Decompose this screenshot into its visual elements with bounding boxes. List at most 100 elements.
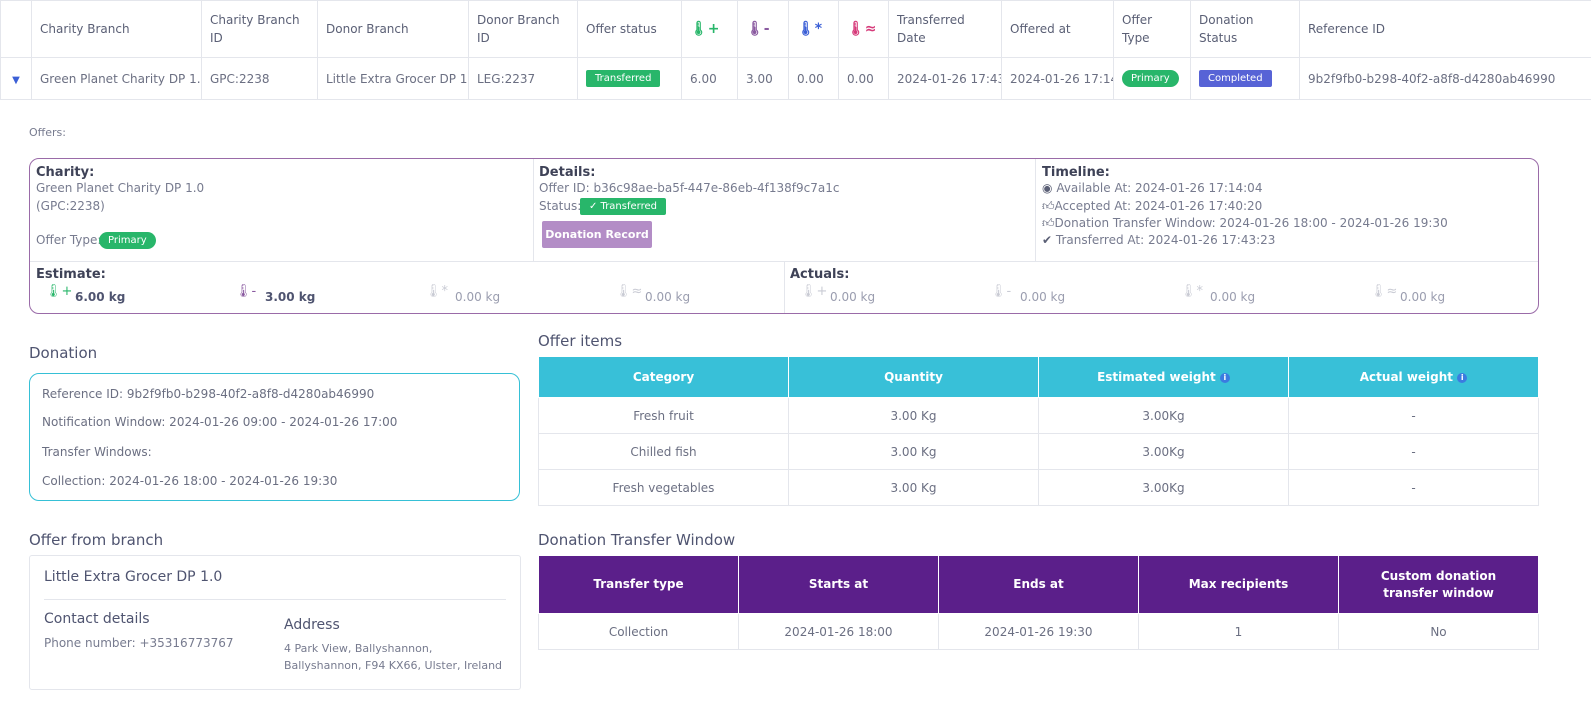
col-ambient[interactable]: 🌡︎+ [681,0,738,58]
contact-title: Contact details [44,611,150,627]
cell: 3.00Kg [1038,433,1289,470]
cell: 3.00 Kg [788,433,1039,470]
cell-donation-status: Completed [1190,57,1300,100]
col-ends-at: Ends at [938,555,1139,614]
cell: 3.00Kg [1038,397,1289,434]
table-row[interactable]: ▼ Green Planet Charity DP 1.0 GPC:2238 L… [0,57,1591,100]
status-badge: ✓ Transferred [580,198,666,215]
col-actual-weight: Actual weight i [1288,356,1539,398]
actual-hot: 0.00 kg [1400,290,1446,304]
cell: 3.00Kg [1038,469,1289,506]
col-reference-id[interactable]: Reference ID [1299,0,1591,58]
thermometer-minus-icon: 🌡︎- [746,21,770,37]
table-row: Fresh vegetables 3.00 Kg 3.00Kg - [538,469,1539,506]
cell: Fresh fruit [538,397,789,434]
caret-down-icon[interactable]: ▼ [12,74,20,86]
offers-table: Charity Branch Charity Branch ID Donor B… [0,0,1591,100]
cell-reference-id: 9b2f9fb0-b298-40f2-a8f8-d4280ab46990 [1299,57,1591,100]
table-row: Fresh fruit 3.00 Kg 3.00Kg - [538,397,1539,434]
check-icon: ✔ [1042,233,1053,247]
estimate-hot: 0.00 kg [645,290,691,304]
thermometer-heat-icon: 🌡︎≈ [615,284,643,299]
cell: 3.00 Kg [788,397,1039,434]
cell-charity-branch: Green Planet Charity DP 1.0 [31,57,202,100]
col-charity-branch[interactable]: Charity Branch [31,0,202,58]
cell: 2024-01-26 19:30 [938,613,1139,650]
divider [1035,159,1036,261]
divider [784,261,785,313]
donation-reference: Reference ID: 9b2f9fb0-b298-40f2-a8f8-d4… [42,387,375,401]
notification-window: Notification Window: 2024-01-26 09:00 - … [42,415,398,429]
offer-type-label: Offer Type: [36,233,102,247]
cell-chilled: 3.00 [737,57,789,100]
cell: 2024-01-26 18:00 [738,613,939,650]
divider [533,159,534,261]
offers-label: Offers: [29,126,66,139]
cell-offer-status: Transferred [577,57,682,100]
col-category: Category [538,356,789,398]
col-starts-at: Starts at [738,555,939,614]
status-label: Status: [539,199,582,213]
address-title: Address [284,617,340,633]
transfer-windows-label: Transfer Windows: [42,445,152,459]
transfer-window: Donation Transfer Window: 2024-01-26 18:… [1054,216,1448,230]
actual-frozen: 0.00 kg [1210,290,1256,304]
col-offer-type[interactable]: Offer Type [1113,0,1191,58]
col-charity-branch-id[interactable]: Charity Branch ID [201,0,318,58]
offer-type-badge: Primary [1122,70,1179,87]
col-frozen[interactable]: 🌡︎* [788,0,839,58]
cell: No [1338,613,1539,650]
col-transfer-type: Transfer type [538,555,739,614]
donation-status-badge: Completed [1199,70,1272,87]
thermometer-snowflake-icon: 🌡︎* [797,21,823,37]
col-max-recipients: Max recipients [1138,555,1339,614]
address-line: Ballyshannon, F94 KX66, Ulster, Ireland [284,659,503,672]
eye-icon: ◉ [1042,181,1053,195]
col-chilled[interactable]: 🌡︎- [737,0,789,58]
thermometer-minus-icon: 🌡︎- [990,284,1012,299]
cell: Collection [538,613,739,650]
donation-box: Reference ID: 9b2f9fb0-b298-40f2-a8f8-d4… [29,373,520,501]
col-transferred-date[interactable]: Transferred Date [888,0,1002,58]
donation-record-button[interactable]: Donation Record [542,221,652,248]
thermometer-plus-icon: 🌡︎+ [690,21,720,37]
offer-card: Charity: Green Planet Charity DP 1.0 (GP… [29,158,1539,314]
thermometer-plus-icon: 🌡︎+ [800,284,828,299]
cell: - [1288,433,1539,470]
transfer-window-heading: Donation Transfer Window [538,531,736,549]
info-icon[interactable]: i [1219,372,1230,383]
charity-id: (GPC:2238) [36,199,105,213]
donation-heading: Donation [29,344,98,362]
timeline-title: Timeline: [1042,165,1110,180]
col-estimated-weight: Estimated weight i [1038,356,1289,398]
table-row: Collection 2024-01-26 18:00 2024-01-26 1… [538,613,1539,650]
charity-title: Charity: [36,165,95,180]
thermometer-heat-icon: 🌡︎≈ [1370,284,1398,299]
col-donation-status[interactable]: Donation Status [1190,0,1300,58]
thermometer-plus-icon: 🌡︎+ [45,284,73,299]
expand-column-header [0,0,32,58]
cell-donor-branch-id: LEG:2237 [468,57,578,100]
offer-type-badge: Primary [99,232,156,249]
collection-window: Collection: 2024-01-26 18:00 - 2024-01-2… [42,474,338,488]
offer-items-heading: Offer items [538,332,623,350]
thermometer-heat-icon: 🌡︎≈ [847,21,877,37]
status-badge: Transferred [586,70,661,87]
cell-charity-branch-id: GPC:2238 [201,57,318,100]
estimate-ambient: 6.00 kg [75,290,126,304]
col-offer-status[interactable]: Offer status [577,0,682,58]
table-header-row: Category Quantity Estimated weight i Act… [538,356,1539,398]
col-donor-branch-id[interactable]: Donor Branch ID [468,0,578,58]
phone-number: Phone number: +35316773767 [44,636,234,650]
offer-id: Offer ID: b36c98ae-ba5f-447e-86eb-4f138f… [539,181,840,195]
col-quantity: Quantity [788,356,1039,398]
table-header-row: Charity Branch Charity Branch ID Donor B… [0,0,1591,58]
col-offered-at[interactable]: Offered at [1001,0,1114,58]
info-icon[interactable]: i [1457,372,1468,383]
cell-hot: 0.00 [838,57,889,100]
details-title: Details: [539,165,596,180]
address-line: 4 Park View, Ballyshannon, [284,642,433,655]
divider [44,599,506,600]
col-donor-branch[interactable]: Donor Branch [317,0,469,58]
col-hot[interactable]: 🌡︎≈ [838,0,889,58]
